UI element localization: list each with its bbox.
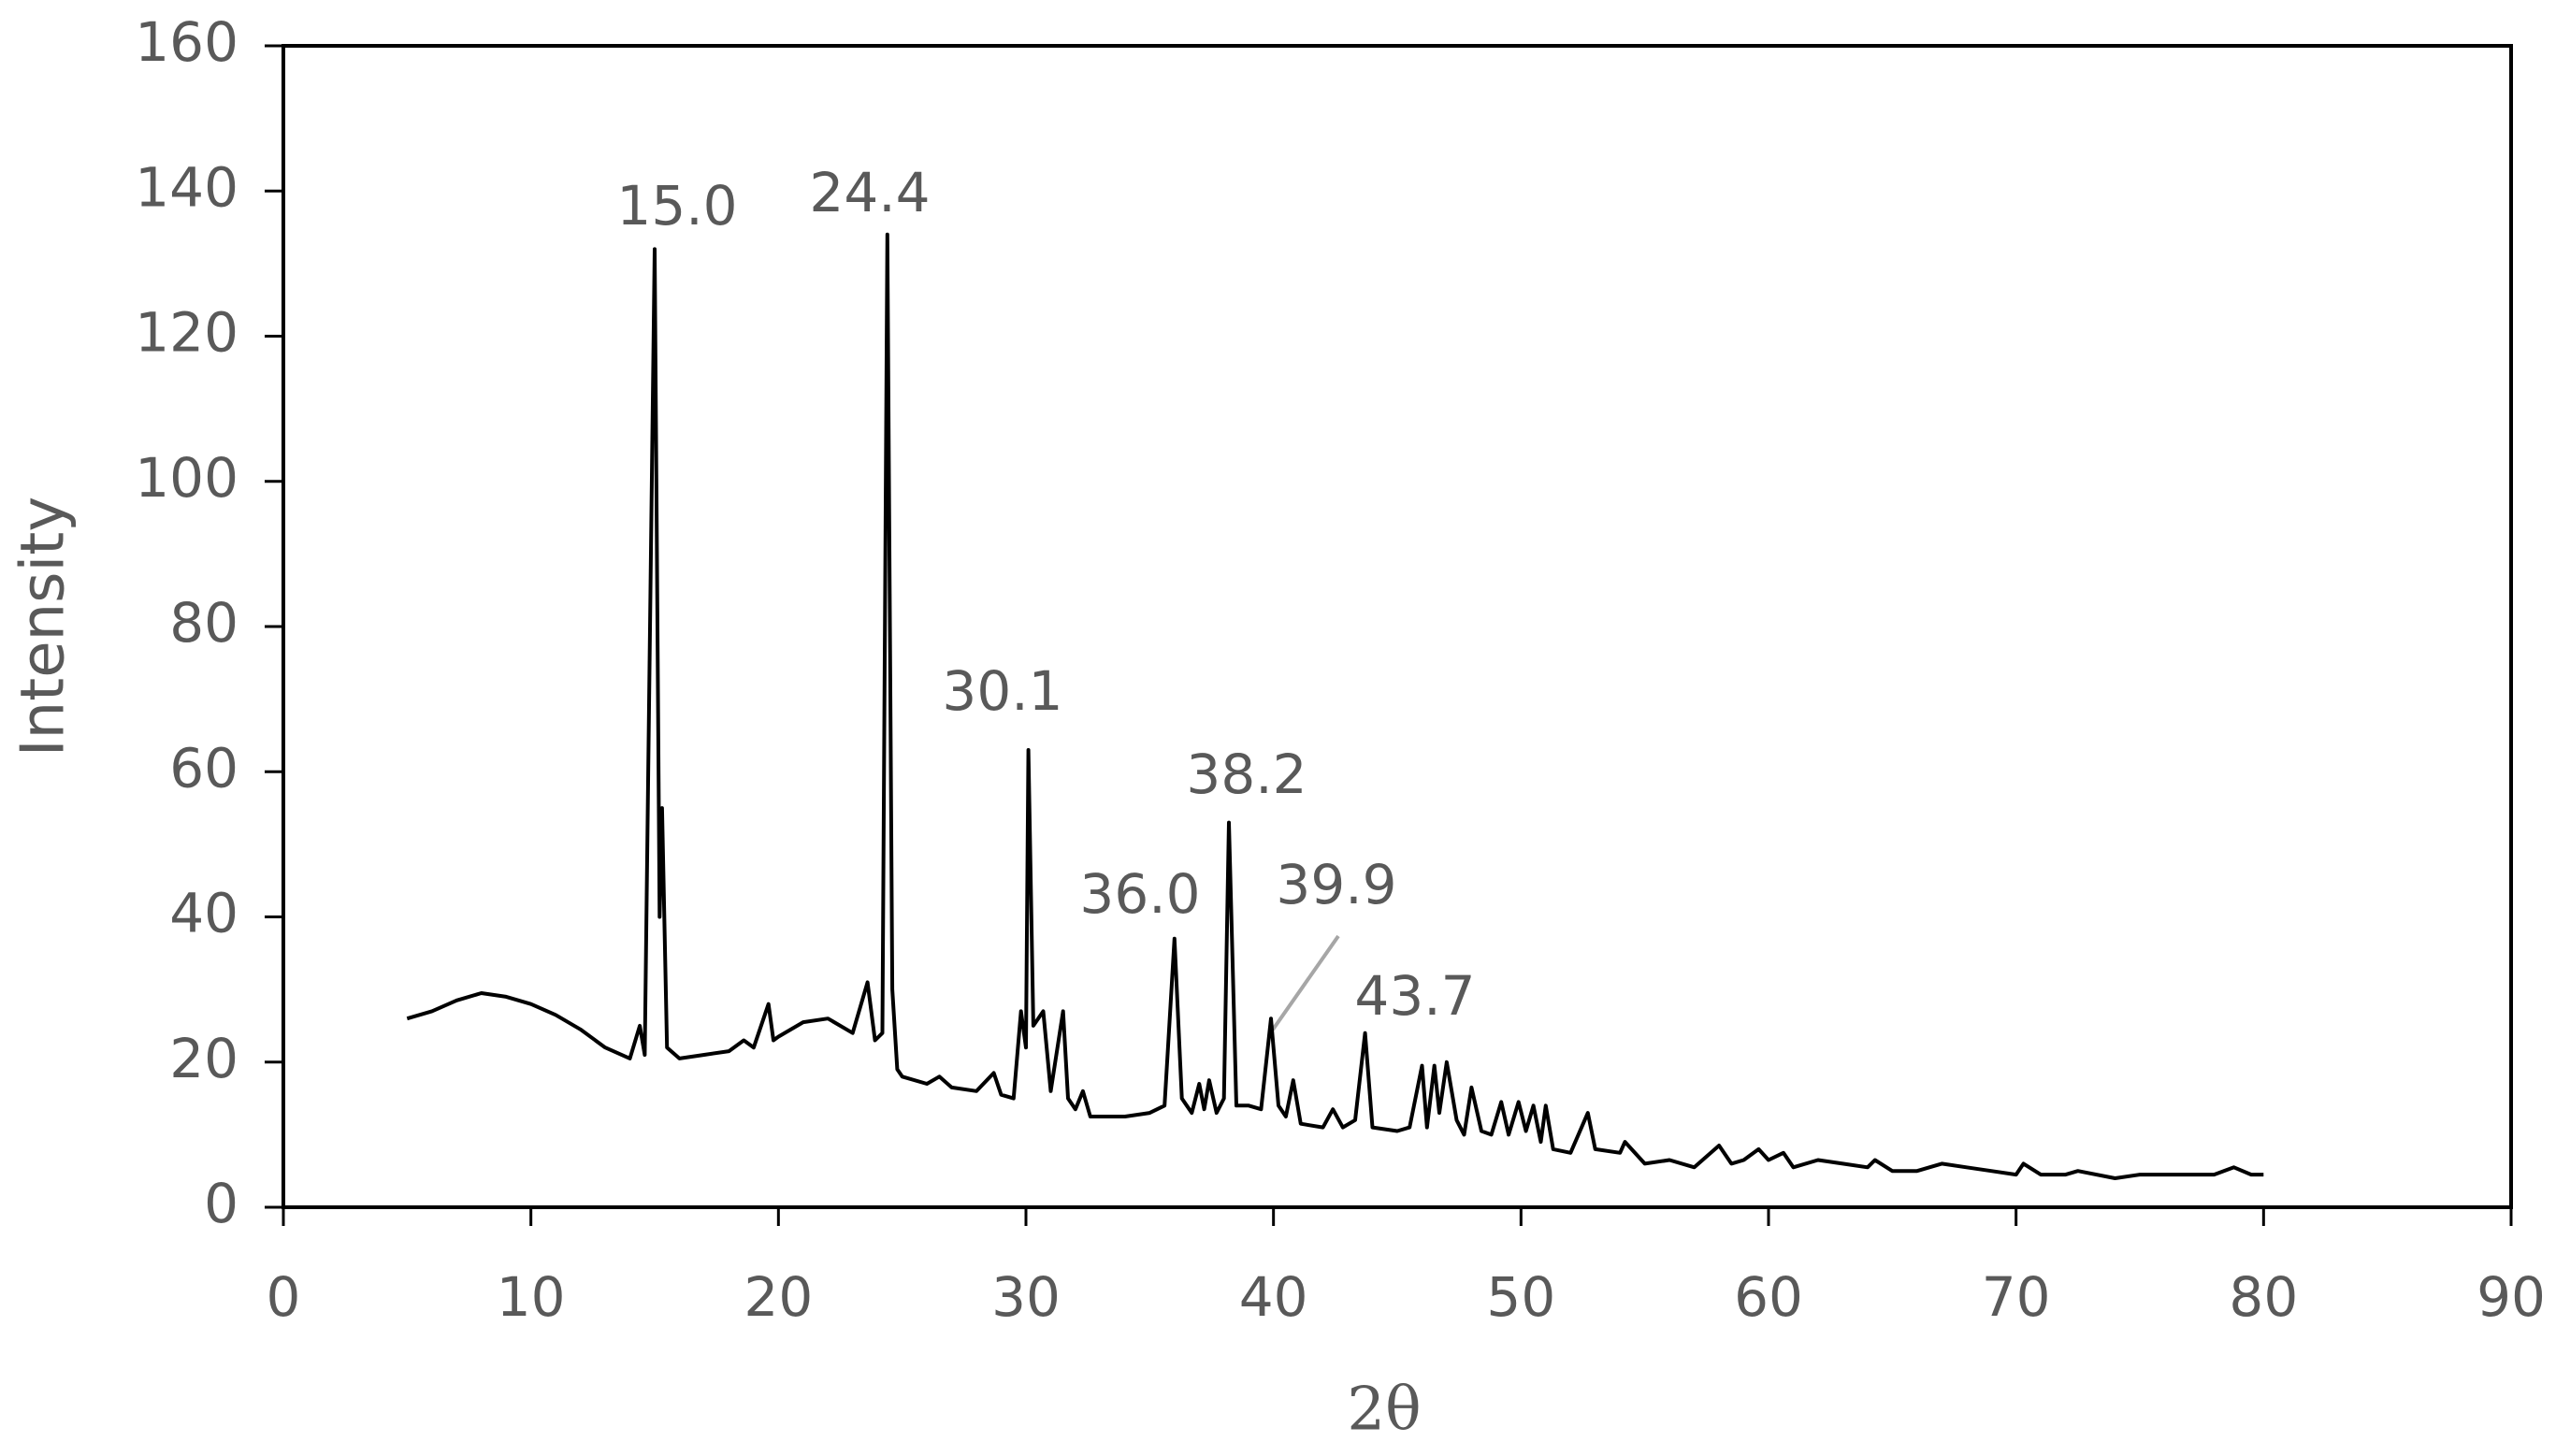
y-tick-label: 0 — [204, 1172, 238, 1235]
y-tick-label: 120 — [135, 301, 238, 365]
x-axis-title: 2θ — [1347, 1376, 1421, 1445]
y-tick-label: 140 — [135, 155, 238, 219]
y-tick-label: 160 — [135, 10, 238, 74]
x-tick-label: 90 — [2477, 1265, 2546, 1329]
x-tick-label: 80 — [2229, 1265, 2298, 1329]
x-tick-label: 10 — [497, 1265, 566, 1329]
peak-annotation: 36.0 — [1079, 862, 1200, 926]
y-tick-label: 60 — [169, 736, 238, 800]
x-tick-label: 60 — [1734, 1265, 1803, 1329]
peak-annotation: 39.9 — [1276, 853, 1396, 916]
peak-annotation: 24.4 — [809, 161, 930, 224]
x-tick-label: 0 — [267, 1265, 301, 1329]
x-tick-label: 30 — [991, 1265, 1061, 1329]
xrd-line — [406, 232, 2264, 1180]
y-tick-label: 100 — [135, 446, 238, 510]
peak-annotation: 15.0 — [616, 174, 737, 238]
y-tick-label: 80 — [169, 591, 238, 655]
x-tick-label: 50 — [1486, 1265, 1555, 1329]
y-axis-title: Intensity — [9, 497, 79, 757]
y-tick-label: 20 — [169, 1027, 238, 1090]
x-tick-label: 40 — [1239, 1265, 1308, 1329]
x-tick-label: 20 — [744, 1265, 813, 1329]
leader-line — [1271, 934, 1340, 1031]
y-tick-label: 40 — [169, 882, 238, 945]
peak-annotation: 43.7 — [1354, 964, 1475, 1028]
x-tick-label: 70 — [1982, 1265, 2051, 1329]
peak-annotation: 30.1 — [942, 659, 1062, 723]
peak-annotation: 38.2 — [1186, 742, 1307, 806]
